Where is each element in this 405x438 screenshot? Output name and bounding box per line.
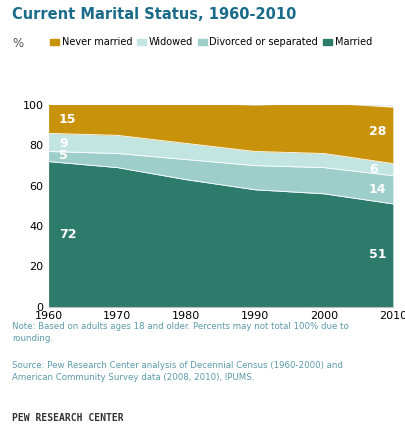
Legend: Never married, Widowed, Divorced or separated, Married: Never married, Widowed, Divorced or sepa… [50,37,372,47]
Text: 6: 6 [369,163,377,176]
Text: PEW RESEARCH CENTER: PEW RESEARCH CENTER [12,413,124,423]
Text: 72: 72 [59,228,77,240]
Text: 51: 51 [369,248,386,261]
Text: 28: 28 [369,125,386,138]
Text: Current Marital Status, 1960-2010: Current Marital Status, 1960-2010 [12,7,296,21]
Text: %: % [12,37,23,50]
Text: Note: Based on adults ages 18 and older. Percents may not total 100% due to
roun: Note: Based on adults ages 18 and older.… [12,322,349,343]
Text: Source: Pew Research Center analysis of Decennial Census (1960-2000) and
America: Source: Pew Research Center analysis of … [12,361,343,382]
Text: 9: 9 [59,137,68,150]
Text: 15: 15 [59,113,77,126]
Text: 5: 5 [59,149,68,162]
Text: 14: 14 [369,183,386,196]
